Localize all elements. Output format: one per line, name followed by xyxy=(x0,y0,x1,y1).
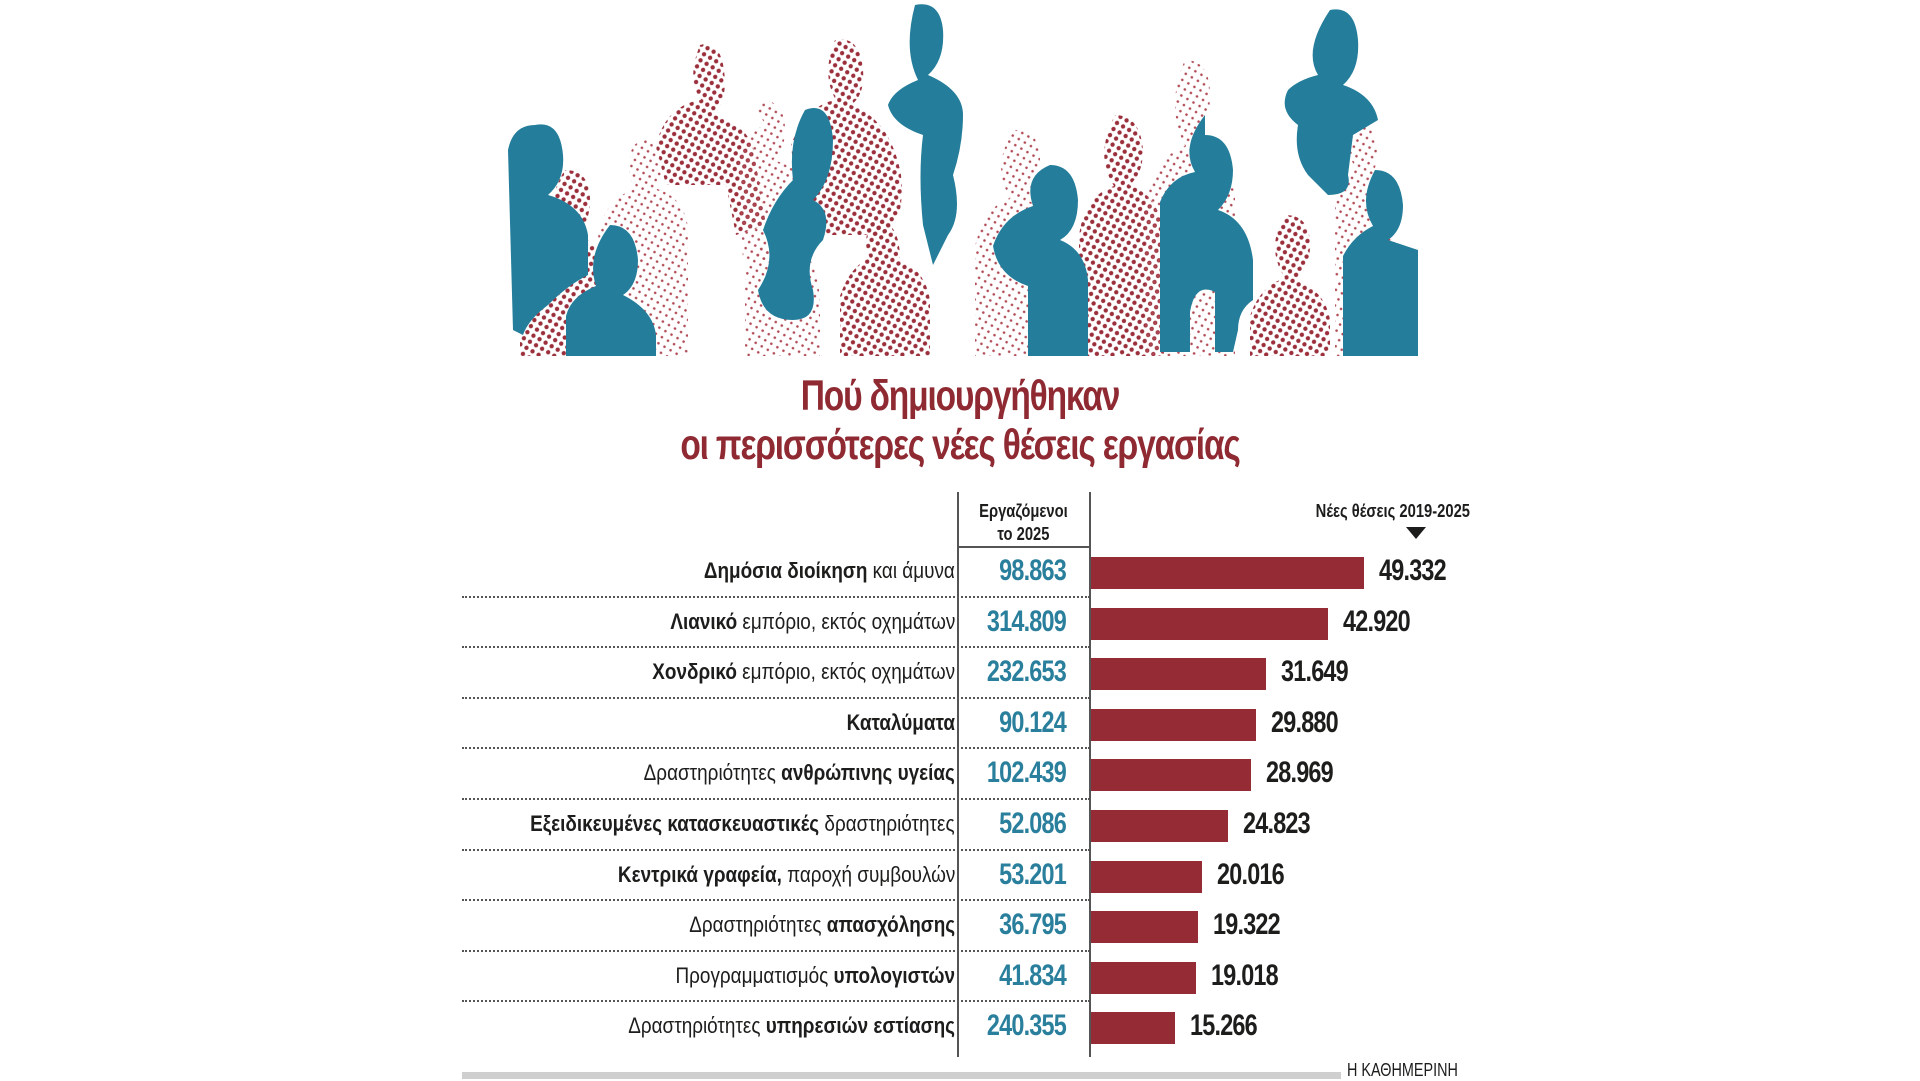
new-jobs-value: 49.332 xyxy=(1379,554,1447,587)
teal-figure-6 xyxy=(1160,115,1253,352)
new-jobs-bar xyxy=(1091,860,1202,893)
new-jobs-value: 29.880 xyxy=(1271,705,1339,739)
employed-column-header: Εργαζόμενοι το 2025 xyxy=(970,500,1077,546)
row-separator xyxy=(462,848,1090,851)
chart-title-line-2: οι περισσότερες νέες θέσεις εργασίας xyxy=(680,421,1241,469)
dotted-figures xyxy=(520,39,1395,356)
row-label: Δραστηριότητες υπηρεσιών εστίασης xyxy=(628,1013,955,1039)
chart-rows: Δημόσια διοίκηση και άμυνα 98.863 49.332… xyxy=(462,547,1562,1053)
table-row: Δραστηριότητες υπηρεσιών εστίασης 240.35… xyxy=(462,1002,1562,1053)
table-row: Εξειδικευμένες κατασκευαστικές δραστηριό… xyxy=(462,800,1562,851)
employed-header-line-1: Εργαζόμενοι xyxy=(979,501,1068,521)
table-row: Λιανικό εμπόριο, εκτός οχημάτων 314.809 … xyxy=(462,598,1562,649)
new-jobs-value: 15.266 xyxy=(1190,1009,1258,1043)
row-separator xyxy=(462,949,1090,952)
employed-value: 41.834 xyxy=(999,958,1067,992)
table-row: Καταλύματα 90.124 29.880 xyxy=(462,699,1562,750)
employed-value: 240.355 xyxy=(986,1009,1067,1043)
chart-title: Πού δημιουργήθηκαν οι περισσότερες νέες … xyxy=(211,372,1709,470)
source-credit: Η ΚΑΘΗΜΕΡΙΝΗ xyxy=(1347,1060,1458,1080)
row-label: Προγραμματισμός υπολογιστών xyxy=(675,962,955,988)
row-label: Καταλύματα xyxy=(846,709,955,735)
row-label: Χονδρικό εμπόριο, εκτός οχημάτων xyxy=(652,659,955,685)
new-jobs-bar xyxy=(1091,708,1256,741)
row-separator xyxy=(462,696,1090,699)
employed-value: 36.795 xyxy=(999,908,1067,942)
new-jobs-value: 19.018 xyxy=(1211,958,1279,992)
row-label: Εξειδικευμένες κατασκευαστικές δραστηριό… xyxy=(530,810,955,836)
table-row: Δημόσια διοίκηση και άμυνα 98.863 49.332 xyxy=(462,547,1562,598)
teal-figure-3 xyxy=(758,108,833,320)
table-row: Δραστηριότητες ανθρώπινης υγείας 102.439… xyxy=(462,749,1562,800)
row-separator xyxy=(462,646,1090,649)
header-divider xyxy=(957,546,1091,548)
row-label: Κεντρικά γραφεία, παροχή συμβουλών xyxy=(617,861,955,887)
people-silhouettes-illustration xyxy=(508,4,1418,356)
table-row: Χονδρικό εμπόριο, εκτός οχημάτων 232.653… xyxy=(462,648,1562,699)
footer-rule xyxy=(462,1072,1341,1079)
teal-figure-5 xyxy=(993,165,1088,356)
row-separator xyxy=(462,747,1090,750)
triangle-down-icon xyxy=(1406,527,1426,539)
employed-value: 314.809 xyxy=(986,604,1067,638)
row-separator xyxy=(462,797,1090,800)
new-jobs-bar xyxy=(1091,607,1328,640)
teal-figure-8 xyxy=(1343,170,1418,356)
new-jobs-value: 42.920 xyxy=(1343,604,1411,638)
employed-value: 102.439 xyxy=(986,756,1067,790)
chart-title-line-1: Πού δημιουργήθηκαν xyxy=(800,372,1121,420)
new-jobs-value: 20.016 xyxy=(1217,857,1285,891)
employed-column-left-divider xyxy=(957,492,959,1057)
row-label: Δραστηριότητες απασχόλησης xyxy=(689,912,955,938)
new-jobs-bar xyxy=(1091,557,1364,589)
employed-value: 53.201 xyxy=(999,857,1067,891)
new-jobs-value: 24.823 xyxy=(1243,806,1311,840)
new-jobs-bar xyxy=(1091,911,1198,944)
row-separator xyxy=(462,1000,1090,1003)
table-row: Δραστηριότητες απασχόλησης 36.795 19.322 xyxy=(462,901,1562,952)
new-jobs-bar xyxy=(1091,658,1266,691)
teal-figure-7 xyxy=(1284,9,1378,195)
employed-value: 98.863 xyxy=(999,554,1067,587)
employed-value: 232.653 xyxy=(986,655,1067,689)
new-jobs-bar xyxy=(1091,759,1251,792)
new-jobs-bar xyxy=(1091,809,1228,842)
teal-figure-1 xyxy=(508,124,588,335)
row-label: Δραστηριότητες ανθρώπινης υγείας xyxy=(643,760,955,786)
new-jobs-value: 19.322 xyxy=(1213,908,1281,942)
teal-figure-4 xyxy=(888,4,963,266)
row-separator xyxy=(462,899,1090,902)
new-jobs-value: 31.649 xyxy=(1281,655,1349,689)
employed-value: 52.086 xyxy=(999,806,1067,840)
row-label: Λιανικό εμπόριο, εκτός οχημάτων xyxy=(670,608,955,634)
row-label: Δημόσια διοίκηση και άμυνα xyxy=(703,558,955,583)
employed-value: 90.124 xyxy=(999,705,1067,739)
employed-header-line-2: το 2025 xyxy=(997,524,1050,544)
employed-column-right-divider xyxy=(1089,492,1091,1057)
teal-figure-2 xyxy=(566,225,656,356)
new-jobs-bar xyxy=(1091,1012,1175,1045)
new-jobs-column-header: Νέες θέσεις 2019-2025 xyxy=(1315,501,1470,521)
table-row: Κεντρικά γραφεία, παροχή συμβουλών 53.20… xyxy=(462,851,1562,902)
row-separator xyxy=(462,595,1090,598)
new-jobs-value: 28.969 xyxy=(1266,756,1334,790)
table-row: Προγραμματισμός υπολογιστών 41.834 19.01… xyxy=(462,952,1562,1003)
new-jobs-bar xyxy=(1091,961,1196,994)
